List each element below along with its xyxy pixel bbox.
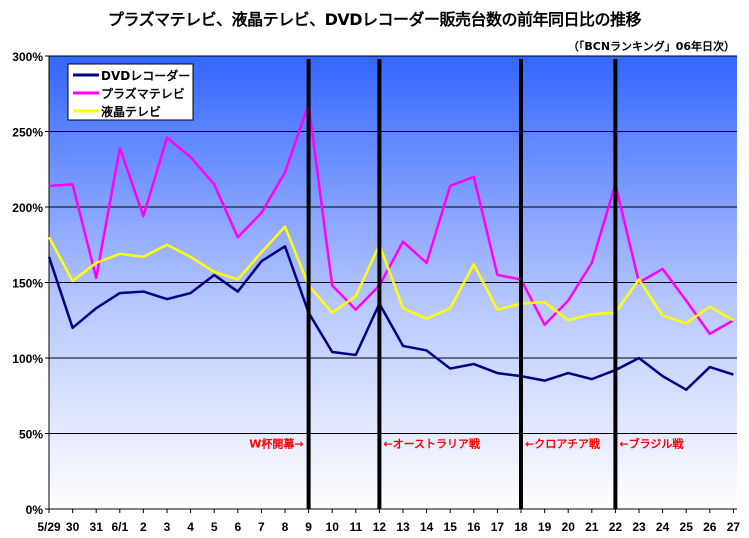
x-tick-label: 10 [326,520,340,534]
y-tick-label: 250% [12,126,43,140]
x-tick-label: 8 [282,520,289,534]
x-tick-label: 2 [140,520,147,534]
chart-subtitle: （「BCNランキング」06年日次） [567,40,735,53]
x-tick-label: 31 [90,520,104,534]
x-tick-label: 9 [305,520,312,534]
x-tick-label: 18 [514,520,528,534]
x-tick-label: 3 [164,520,171,534]
x-tick-label: 4 [187,520,194,534]
x-tick-label: 19 [538,520,552,534]
x-tick-label: 14 [420,520,434,534]
x-tick-label: 6/1 [111,520,128,534]
x-tick-label: 5 [211,520,218,534]
x-tick-label: 5/29 [37,520,61,534]
x-tick-label: 21 [585,520,599,534]
x-tick-label: 24 [656,520,670,534]
x-tick-label: 11 [349,520,362,534]
y-tick-label: 300% [12,50,43,64]
x-tick-label: 15 [444,520,458,534]
event-marker-label: ←ブラジル戦 [619,437,684,451]
series-line-0 [47,245,734,391]
x-tick-label: 6 [234,520,241,534]
x-tick-label: 7 [258,520,265,534]
x-tick-label: 25 [680,520,694,534]
x-tick-label: 23 [632,520,646,534]
x-tick-label: 17 [491,520,505,534]
legend-label: DVDレコーダー [101,68,190,83]
legend-label: プラズマテレビ [101,86,185,101]
y-tick-label: 100% [12,352,43,366]
series-line-2 [47,225,735,325]
y-tick-label: 50% [19,428,43,442]
y-tick-label: 200% [12,201,43,215]
x-tick-label: 30 [66,520,80,534]
chart-title: プラズマテレビ、液晶テレビ、DVDレコーダー販売台数の前年同日比の推移 [107,10,642,29]
legend-label: 液晶テレビ [101,104,161,119]
x-tick-label: 16 [467,520,481,534]
x-tick-label: 22 [609,520,623,534]
y-tick-label: 0% [26,503,44,517]
event-marker-label: ←オーストラリア戦 [383,437,481,451]
x-tick-label: 26 [703,520,717,534]
event-marker-label: ←クロアチア戦 [525,437,601,451]
x-tick-label: 20 [562,520,576,534]
y-tick-label: 150% [12,277,43,291]
series-line-1 [48,103,735,336]
x-tick-label: 12 [373,520,387,534]
event-marker-label: W杯開幕→ [249,437,303,451]
x-tick-label: 13 [396,520,410,534]
x-tick-label: 27 [727,520,741,534]
